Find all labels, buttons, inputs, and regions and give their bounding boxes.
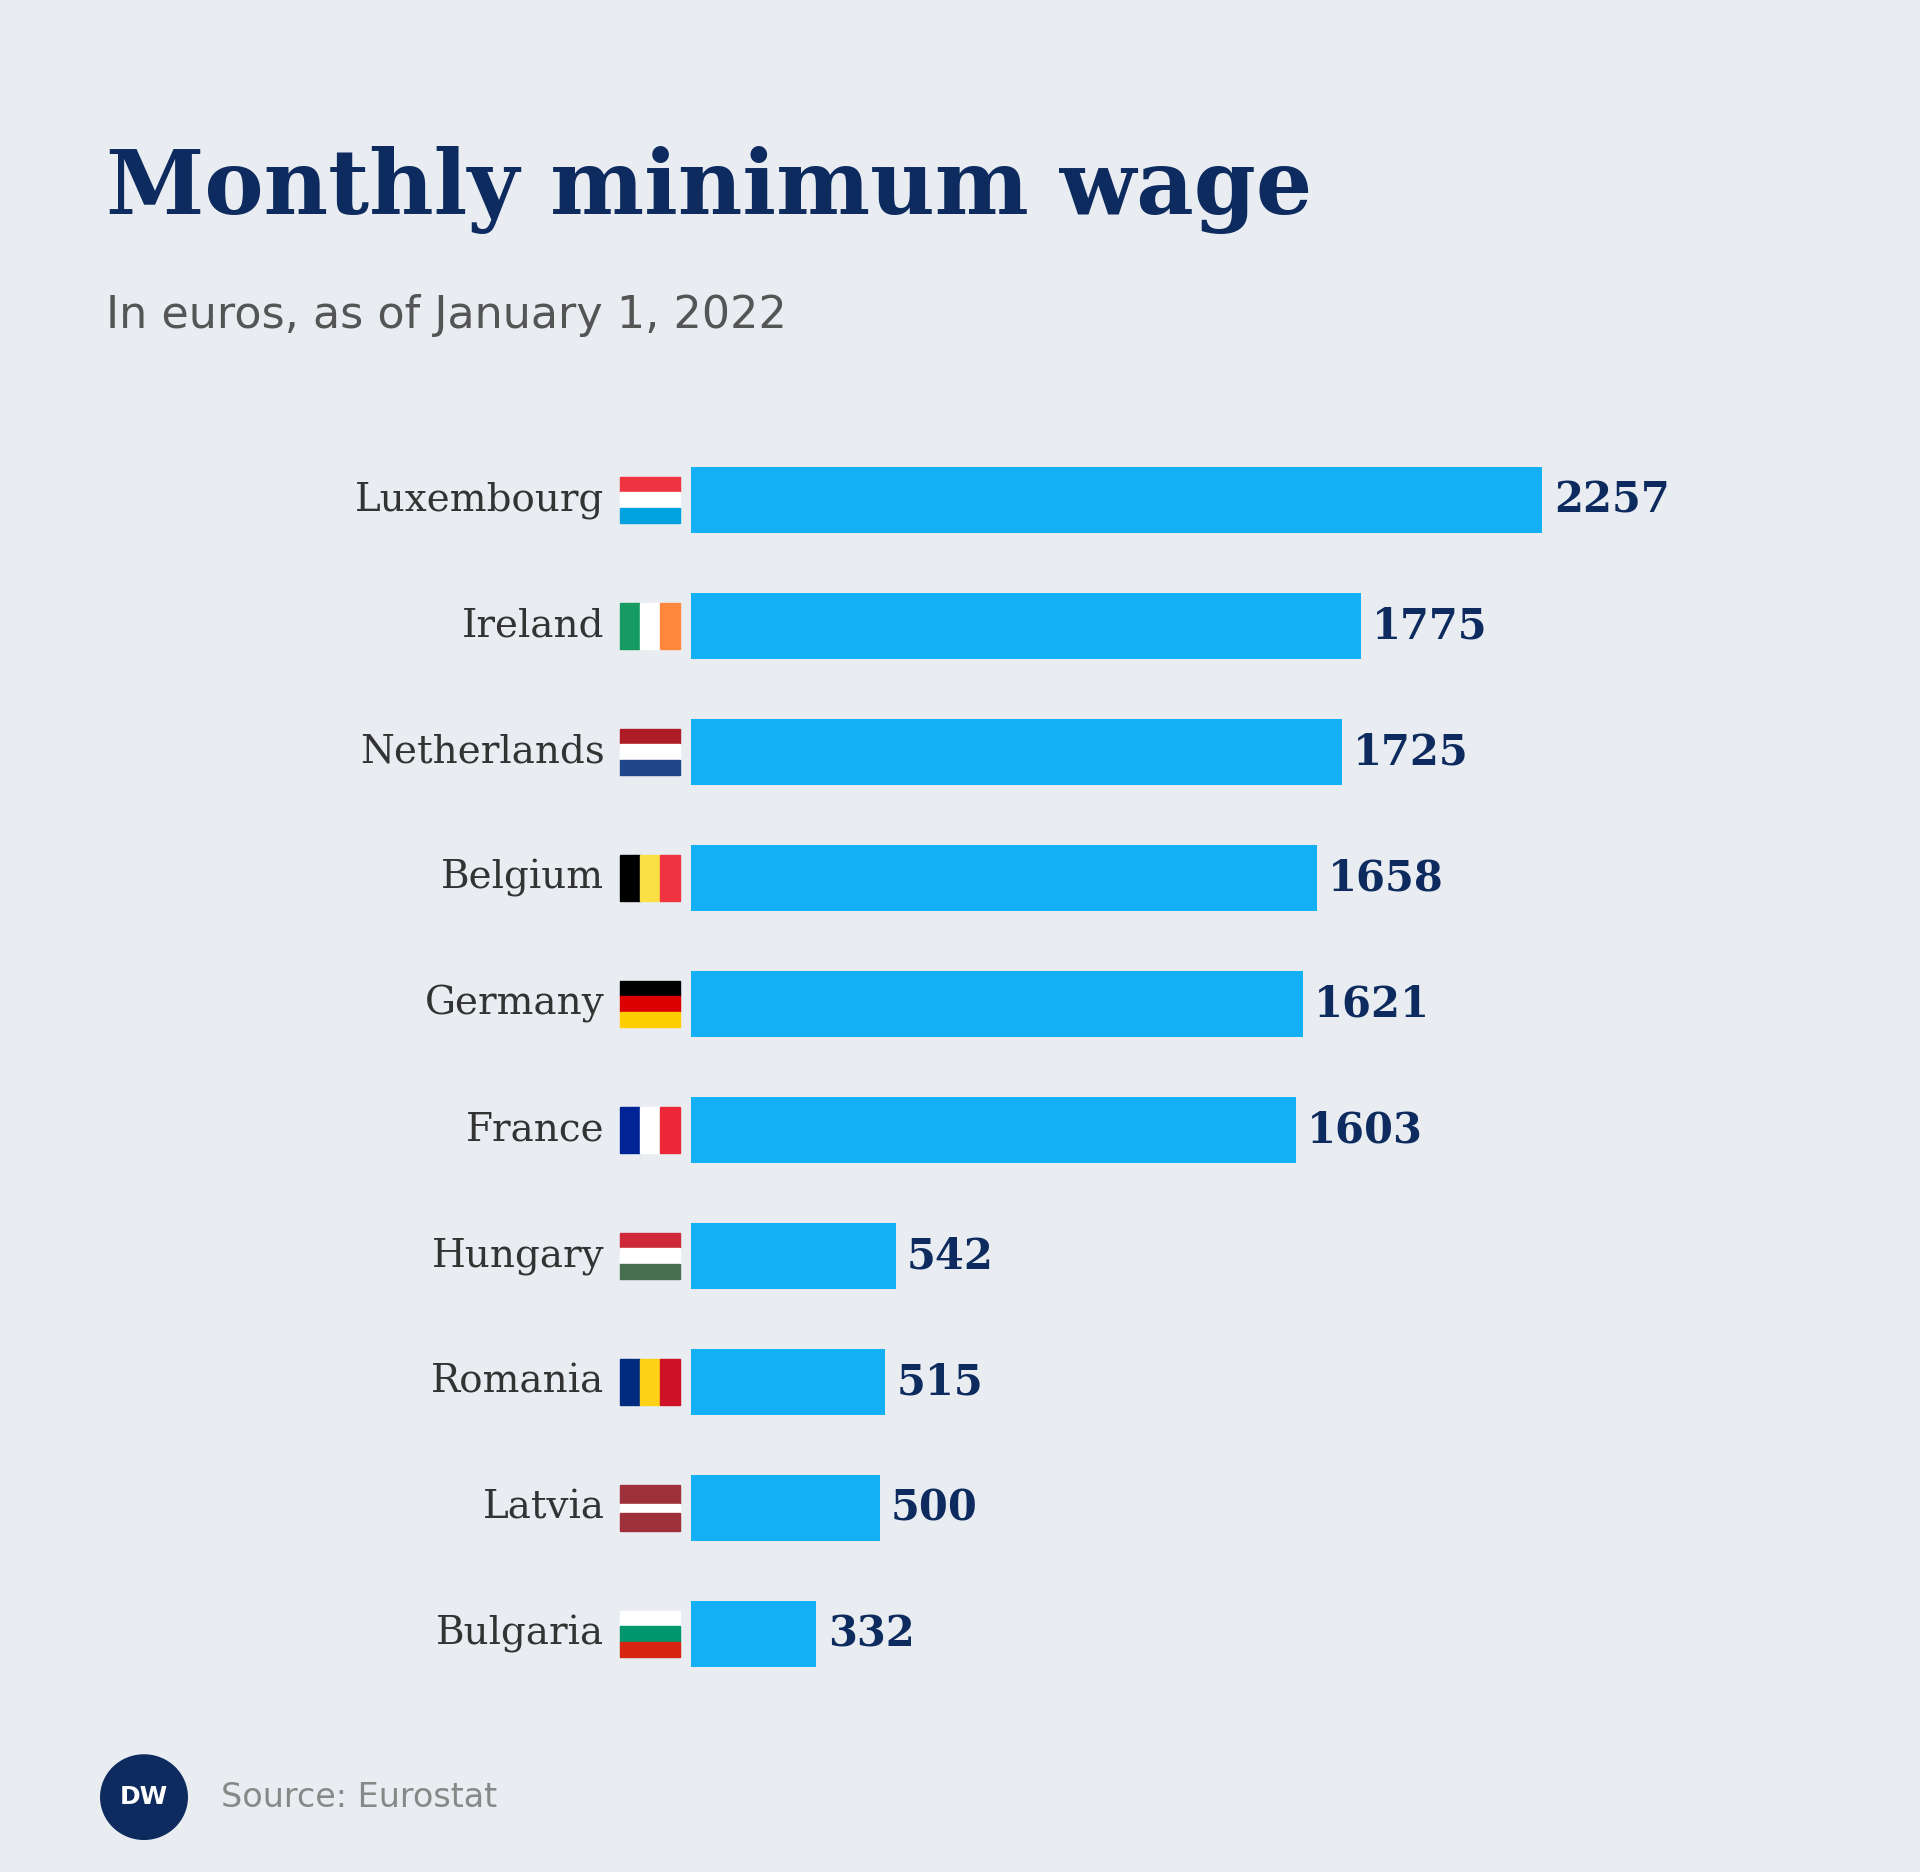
Text: 542: 542 [906, 1236, 995, 1277]
Bar [620, 1108, 639, 1153]
Text: Hungary: Hungary [432, 1237, 605, 1275]
Text: 1725: 1725 [1354, 732, 1469, 773]
Bar [660, 603, 680, 650]
Bar [691, 593, 1361, 659]
Text: Ireland: Ireland [463, 608, 605, 644]
Circle shape [100, 1754, 188, 1840]
Bar [620, 1513, 680, 1531]
Text: Bulgaria: Bulgaria [436, 1616, 605, 1653]
Bar [691, 719, 1342, 784]
Bar [620, 981, 680, 996]
Bar [691, 846, 1317, 912]
Bar [639, 1359, 660, 1404]
Bar [620, 1484, 680, 1503]
Text: Source: Eurostat: Source: Eurostat [221, 1780, 497, 1814]
Bar [639, 1108, 660, 1153]
Text: Luxembourg: Luxembourg [355, 481, 605, 519]
Bar [639, 603, 660, 650]
Text: 1775: 1775 [1373, 605, 1488, 648]
Bar [620, 477, 680, 492]
Bar [620, 603, 639, 650]
Bar [691, 468, 1542, 534]
Bar [620, 1234, 680, 1249]
Bar [691, 1350, 885, 1415]
Bar [660, 1359, 680, 1404]
Text: 515: 515 [897, 1361, 983, 1402]
Bar [620, 730, 680, 745]
Bar [691, 972, 1302, 1037]
Text: 1603: 1603 [1308, 1108, 1423, 1151]
Text: DW: DW [119, 1786, 169, 1808]
Bar [691, 1097, 1296, 1163]
Bar [620, 996, 680, 1011]
Bar [620, 1612, 680, 1627]
Bar [620, 1011, 680, 1026]
Bar [620, 507, 680, 522]
Bar [660, 1108, 680, 1153]
Bar [620, 1264, 680, 1279]
Bar [620, 1249, 680, 1264]
Bar [691, 1475, 879, 1541]
Text: 1621: 1621 [1313, 983, 1430, 1026]
Bar [620, 1503, 680, 1513]
Bar [620, 492, 680, 507]
Bar [620, 760, 680, 775]
Bar [620, 1627, 680, 1642]
Text: 500: 500 [891, 1486, 977, 1529]
Bar [660, 856, 680, 900]
Text: Netherlands: Netherlands [359, 734, 605, 771]
Bar [620, 1359, 639, 1404]
Text: Latvia: Latvia [482, 1490, 605, 1526]
Text: 1658: 1658 [1329, 857, 1444, 899]
Bar [639, 856, 660, 900]
Bar [620, 745, 680, 760]
Bar [691, 1222, 895, 1288]
Text: Romania: Romania [432, 1363, 605, 1400]
Text: Belgium: Belgium [442, 859, 605, 897]
Text: France: France [467, 1112, 605, 1149]
Bar [620, 1642, 680, 1657]
Text: 332: 332 [828, 1614, 914, 1655]
Text: 2257: 2257 [1553, 479, 1670, 520]
Bar [620, 856, 639, 900]
Text: In euros, as of January 1, 2022: In euros, as of January 1, 2022 [106, 294, 787, 337]
Text: Monthly minimum wage: Monthly minimum wage [106, 146, 1311, 234]
Bar [691, 1601, 816, 1666]
Text: Germany: Germany [424, 985, 605, 1022]
